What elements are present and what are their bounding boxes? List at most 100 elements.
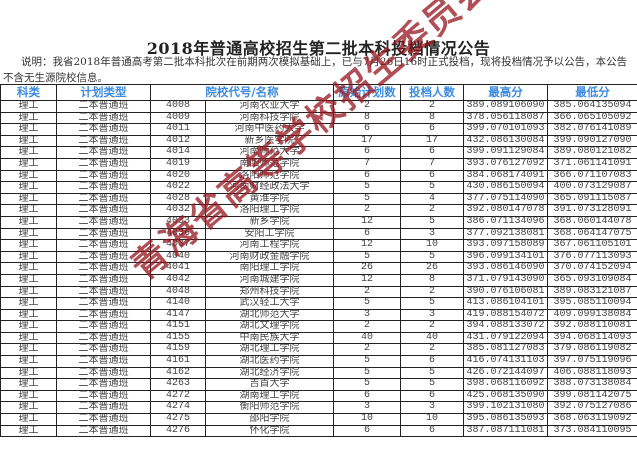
cell-admitted-count: 7 <box>400 157 465 171</box>
cell-school-code: 4028 <box>150 192 206 206</box>
cell-plan-type: 二本普通班 <box>56 285 151 299</box>
cell-category: 理工 <box>0 262 57 275</box>
cell-plan-type: 二本普通班 <box>56 169 151 183</box>
cell-original-plan: 6 <box>333 389 402 403</box>
cell-max-score: 394.088133072 <box>463 320 549 333</box>
cell-min-score: 399.090127090 <box>547 134 637 148</box>
cell-original-plan: 2 <box>333 343 402 357</box>
table-row: 理工 二本普通班 4032 洛阳理工学院 2 2 392.080147078 391.0731… <box>0 204 637 217</box>
cell-category: 理工 <box>0 146 57 159</box>
cell-original-plan: 17 <box>333 134 402 148</box>
cell-school-code: 4155 <box>150 331 206 345</box>
cell-school-code: 4041 <box>150 262 206 275</box>
cell-category: 理工 <box>0 123 57 136</box>
cell-category: 理工 <box>0 192 57 206</box>
cell-school-code: 4161 <box>150 355 206 368</box>
cell-admitted-count: 6 <box>400 424 465 438</box>
cell-original-plan: 5 <box>333 297 402 310</box>
cell-school-code: 4162 <box>150 366 206 380</box>
cell-category: 理工 <box>0 204 57 217</box>
table-row: 理工 二本普通班 4042 河南城建学院 12 8 371.079143090 365.093… <box>0 273 637 287</box>
table-row: 理工 二本普通班 4028 黄淮学院 5 4 377.075114090 365.091115… <box>0 192 637 206</box>
cell-max-score: 416.074131103 <box>463 355 549 368</box>
cell-category: 理工 <box>0 273 57 287</box>
cell-category: 理工 <box>0 331 57 345</box>
cell-school-code: 4042 <box>150 273 206 287</box>
cell-original-plan: 5 <box>333 366 402 380</box>
cell-school-name: 洛阳理工学院 <box>204 204 335 217</box>
table-row: 理工 二本普通班 4151 湖北文理学院 2 2 394.088133072 392.0881… <box>0 320 637 333</box>
cell-school-code: 4276 <box>150 424 206 438</box>
header-admitted: 投档人数 <box>400 84 465 101</box>
cell-category: 理工 <box>0 343 57 357</box>
cell-min-score: 392.075127086 <box>547 401 637 415</box>
table-row: 理工 二本普通班 4272 湖南理工学院 6 6 425.068135090 399.0811… <box>0 389 637 403</box>
cell-category: 理工 <box>0 401 57 415</box>
cell-school-name: 河南中医药大学 <box>204 123 335 136</box>
cell-min-score: 368.060144078 <box>547 215 637 229</box>
cell-max-score: 387.087111081 <box>463 424 549 438</box>
cell-school-code: 4014 <box>150 146 206 159</box>
cell-max-score: 399.070101093 <box>463 123 549 136</box>
cell-admitted-count: 2 <box>400 285 465 299</box>
cell-school-name: 河南师范大学 <box>204 146 335 159</box>
description: 说明：我省2018年普通高考第二批本科批次在前期两次模拟基础上，已与7月26日1… <box>3 56 628 84</box>
cell-original-plan: 2 <box>333 285 402 299</box>
admission-table: 科类 计划类型 院校代号/名称 原始计划数 投档人数 最高分 最低分 理工 二本普… <box>0 84 637 438</box>
cell-school-code: 4009 <box>150 111 206 125</box>
cell-school-code: 4011 <box>150 123 206 136</box>
cell-original-plan: 5 <box>333 378 402 391</box>
table-row: 理工 二本普通班 4019 南阳师范学院 7 7 393.076127092 371.0611… <box>0 157 637 171</box>
cell-plan-type: 二本普通班 <box>56 215 151 229</box>
cell-school-name: 河南财经政法大学 <box>204 181 335 194</box>
cell-plan-type: 二本普通班 <box>56 378 151 391</box>
header-max-score: 最高分 <box>463 84 549 101</box>
cell-school-code: 4008 <box>150 100 206 113</box>
cell-school-code: 4140 <box>150 297 206 310</box>
cell-school-name: 河南科技学院 <box>204 111 335 125</box>
cell-min-score: 366.071107083 <box>547 169 637 183</box>
cell-plan-type: 二本普通班 <box>56 297 151 310</box>
cell-max-score: 425.068135090 <box>463 389 549 403</box>
cell-school-name: 安阳工学院 <box>204 227 335 241</box>
table-row: 理工 二本普通班 4140 武汉轻工大学 5 5 413.086104101 395.0851… <box>0 297 637 310</box>
cell-school-code: 4151 <box>150 320 206 333</box>
cell-plan-type: 二本普通班 <box>56 308 151 322</box>
cell-admitted-count: 5 <box>400 215 465 229</box>
cell-plan-type: 二本普通班 <box>56 273 151 287</box>
cell-category: 理工 <box>0 424 57 438</box>
cell-school-name: 湖北经济学院 <box>204 366 335 380</box>
cell-original-plan: 5 <box>333 355 402 368</box>
cell-original-plan: 8 <box>333 111 402 125</box>
cell-plan-type: 二本普通班 <box>56 366 151 380</box>
cell-admitted-count: 4 <box>400 192 465 206</box>
cell-school-name: 湖北医药学院 <box>204 355 335 368</box>
cell-admitted-count: 3 <box>400 227 465 241</box>
table-row: 理工 二本普通班 4155 中南民族大学 40 40 431.079122094 394.06… <box>0 331 637 345</box>
cell-min-score: 373.084110095 <box>547 424 637 438</box>
cell-original-plan: 5 <box>333 250 402 264</box>
cell-min-score: 395.085110094 <box>547 297 637 310</box>
cell-min-score: 400.073129087 <box>547 181 637 194</box>
cell-plan-type: 二本普通班 <box>56 192 151 206</box>
header-school: 院校代号/名称 <box>149 84 335 101</box>
table-row: 理工 二本普通班 4275 邵阳学院 10 10 395.086135093 368.0631… <box>0 413 637 426</box>
cell-original-plan: 10 <box>333 413 402 426</box>
cell-min-score: 379.086119082 <box>547 343 637 357</box>
cell-admitted-count: 6 <box>400 169 465 183</box>
cell-admitted-count: 10 <box>400 413 465 426</box>
cell-school-name: 黄淮学院 <box>204 192 335 206</box>
cell-max-score: 377.075114090 <box>463 192 549 206</box>
cell-category: 理工 <box>0 181 57 194</box>
table-row: 理工 二本普通班 4036 安阳工学院 6 3 377.092138081 368.06414… <box>0 227 637 241</box>
cell-plan-type: 二本普通班 <box>56 355 151 368</box>
cell-school-code: 4032 <box>150 204 206 217</box>
cell-plan-type: 二本普通班 <box>56 204 151 217</box>
cell-school-name: 怀化学院 <box>204 424 335 438</box>
cell-original-plan: 12 <box>333 273 402 287</box>
cell-category: 理工 <box>0 227 57 241</box>
cell-min-score: 409.099138084 <box>547 308 637 322</box>
cell-max-score: 393.086146090 <box>463 262 549 275</box>
cell-category: 理工 <box>0 355 57 368</box>
cell-category: 理工 <box>0 297 57 310</box>
